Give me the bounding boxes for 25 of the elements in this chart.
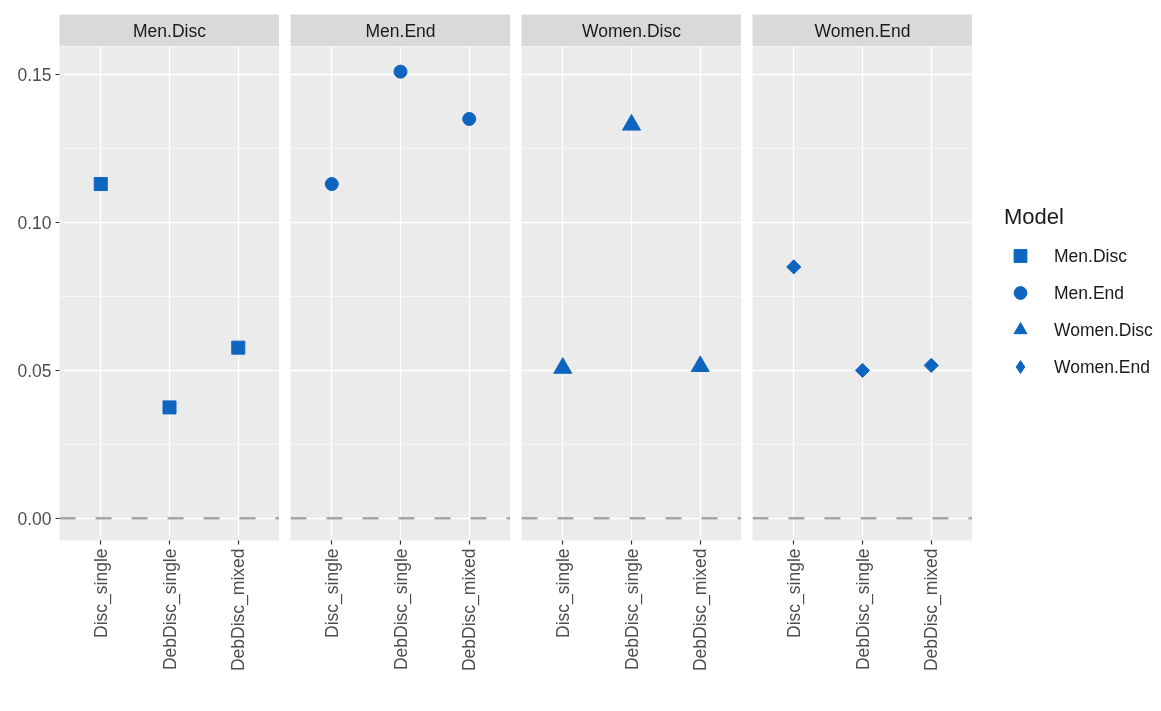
x-tick-label: DebDisc_mixed bbox=[228, 548, 250, 672]
chart-title: Men.End bbox=[365, 20, 436, 41]
chart-title: Women.End bbox=[814, 20, 911, 41]
legend-label: Women.Disc bbox=[1054, 319, 1153, 340]
x-tick-label: DebDisc_single bbox=[159, 548, 181, 671]
legend-label: Men.Disc bbox=[1054, 245, 1127, 266]
x-tick-label: DebDisc_mixed bbox=[921, 548, 943, 672]
x-tick-label: DebDisc_single bbox=[390, 548, 412, 671]
x-tick-label: Disc_single bbox=[552, 548, 574, 638]
legend-label: Women.End bbox=[1054, 356, 1150, 377]
y-tick-label: 0.10 bbox=[17, 213, 52, 234]
y-tick-label: 0.15 bbox=[17, 65, 52, 86]
x-tick-label: Disc_single bbox=[90, 548, 112, 638]
y-tick-label: 0.00 bbox=[17, 508, 52, 529]
legend-title: Model bbox=[1004, 203, 1065, 230]
y-tick-label: 0.05 bbox=[17, 360, 52, 381]
x-tick-label: DebDisc_mixed bbox=[690, 548, 712, 672]
x-tick-label: Disc_single bbox=[321, 548, 343, 638]
chart-title: Women.Disc bbox=[582, 20, 682, 41]
text: Men.End bbox=[1054, 282, 1125, 303]
x-tick-label: DebDisc_single bbox=[621, 548, 643, 671]
x-tick-label: DebDisc_mixed bbox=[459, 548, 481, 672]
x-tick-label: DebDisc_single bbox=[852, 548, 874, 671]
x-tick-label: Disc_single bbox=[783, 548, 805, 638]
chart-title: Men.Disc bbox=[133, 20, 207, 41]
